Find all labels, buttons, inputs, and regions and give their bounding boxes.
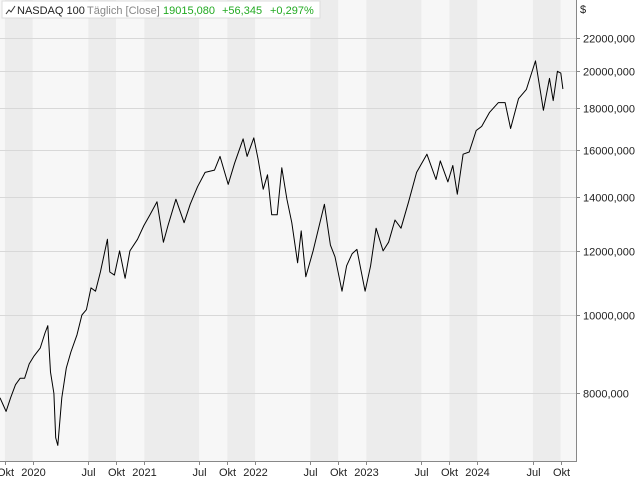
interval-label: Täglich [Close] [87, 5, 160, 17]
background-band [144, 0, 200, 461]
background-band [0, 0, 5, 461]
background-band [199, 0, 228, 461]
background-band [421, 0, 450, 461]
x-ticks: Okt 2020 Jul Okt 2021 Jul Okt 2022 Jul Okt 2023 Jul… [0, 461, 570, 479]
background-band [449, 0, 478, 461]
background-band [4, 0, 33, 461]
series-line [0, 60, 564, 446]
x-tick-label: Okt [553, 467, 570, 479]
x-tick-label: 2020 [21, 467, 45, 479]
background-band [310, 0, 339, 461]
x-tick-label: Jul [81, 467, 95, 479]
y-tick-label: 12000,000 [583, 247, 635, 259]
x-tick-label: Okt [330, 467, 347, 479]
series-layer [0, 60, 564, 446]
y-tick-label: 14000,000 [583, 193, 635, 205]
x-tick-label: 2024 [465, 467, 489, 479]
last-value: 19015,080 [163, 5, 215, 17]
horizontal-gridlines [0, 38, 576, 394]
y-tick-label: 16000,000 [583, 146, 635, 158]
legend-background [1, 0, 321, 19]
y-tick-label: 8000,000 [583, 389, 629, 401]
x-tick-label: Jul [303, 467, 317, 479]
x-tick-label: 2022 [243, 467, 267, 479]
x-tick-label: 2023 [354, 467, 378, 479]
x-tick-label: Okt [441, 467, 458, 479]
x-tick-label: Jul [192, 467, 206, 479]
y-ticks: 8000,000 10000,000 12000,000 14000,000 16000… [576, 34, 635, 401]
change-absolute: +56,345 [222, 5, 262, 17]
x-tick-label: Jul [414, 467, 428, 479]
background-band [255, 0, 311, 461]
background-band [560, 0, 576, 461]
legend: NASDAQ 100 Täglich [Close] 19015,080 +56… [1, 0, 321, 19]
y-tick-label: 10000,000 [583, 311, 635, 323]
x-tick-label: Okt [108, 467, 125, 479]
currency-label: $ [580, 4, 586, 16]
instrument-name: NASDAQ 100 [17, 5, 85, 17]
x-tick-label: 2021 [132, 467, 156, 479]
line-chart-icon [5, 5, 16, 15]
background-band [116, 0, 145, 461]
background-bands [0, 0, 576, 461]
y-tick-label: 20000,000 [583, 67, 635, 79]
background-band [88, 0, 117, 461]
x-tick-label: Jul [526, 467, 540, 479]
background-band [338, 0, 367, 461]
y-tick-label: 22000,000 [583, 34, 635, 46]
x-tick-label: Okt [219, 467, 236, 479]
background-band [366, 0, 422, 461]
x-tick-label: Okt [0, 467, 14, 479]
background-band [32, 0, 89, 461]
change-percent: +0,297% [270, 5, 314, 17]
background-band [477, 0, 533, 461]
background-band [227, 0, 256, 461]
y-tick-label: 18000,000 [583, 104, 635, 116]
